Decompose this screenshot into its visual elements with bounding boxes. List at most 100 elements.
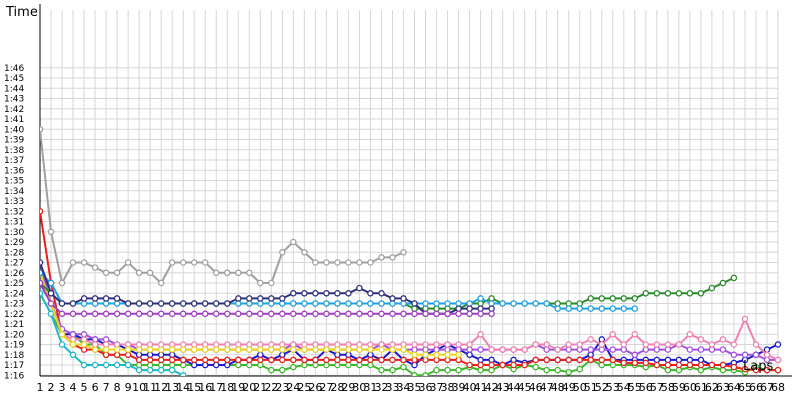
y-tick-label: 1:23 bbox=[4, 300, 24, 310]
data-point bbox=[47, 300, 55, 307]
data-point bbox=[400, 363, 407, 371]
data-point bbox=[268, 346, 275, 353]
data-point bbox=[565, 356, 572, 364]
data-point bbox=[444, 351, 451, 359]
y-tick-label: 1:40 bbox=[4, 125, 24, 135]
y-tick-label: 1:18 bbox=[4, 351, 24, 361]
data-point bbox=[257, 295, 264, 302]
data-point bbox=[212, 300, 220, 307]
data-point bbox=[466, 305, 473, 312]
data-point bbox=[179, 361, 187, 369]
data-point bbox=[58, 341, 66, 348]
data-point bbox=[576, 365, 583, 373]
data-point bbox=[400, 249, 407, 256]
data-point bbox=[378, 341, 385, 348]
data-point bbox=[444, 305, 451, 312]
data-point bbox=[444, 310, 451, 318]
x-tick-label: 50 bbox=[573, 381, 587, 394]
data-point bbox=[587, 295, 594, 302]
data-point bbox=[488, 366, 495, 374]
data-point bbox=[422, 310, 429, 318]
data-point bbox=[124, 361, 132, 369]
data-point bbox=[455, 346, 462, 353]
x-tick-label: 38 bbox=[441, 381, 455, 394]
x-tick-label: 66 bbox=[749, 381, 763, 394]
data-point bbox=[113, 351, 121, 359]
data-point bbox=[367, 351, 374, 359]
data-point bbox=[741, 315, 749, 323]
data-point bbox=[565, 300, 572, 307]
data-point bbox=[124, 300, 132, 307]
data-point bbox=[345, 259, 352, 266]
data-point bbox=[334, 259, 341, 266]
data-point bbox=[40, 126, 44, 133]
data-point bbox=[433, 305, 440, 312]
data-point bbox=[466, 341, 473, 348]
data-point bbox=[334, 300, 341, 307]
data-point bbox=[157, 356, 165, 364]
x-tick-label: 25 bbox=[297, 381, 311, 394]
data-point bbox=[367, 341, 374, 348]
data-point bbox=[190, 310, 198, 318]
data-point bbox=[455, 356, 462, 364]
x-tick-label: 4 bbox=[70, 381, 77, 394]
data-point bbox=[499, 346, 506, 353]
data-point bbox=[135, 341, 143, 348]
data-point bbox=[91, 341, 99, 348]
y-tick-label: 1:35 bbox=[4, 177, 24, 187]
data-point bbox=[80, 259, 88, 266]
data-point bbox=[323, 341, 330, 348]
data-point bbox=[212, 356, 220, 364]
x-tick-label: 36 bbox=[419, 381, 433, 394]
data-point bbox=[411, 310, 418, 318]
x-tick-label: 8 bbox=[114, 381, 121, 394]
y-tick-labels: 1:161:171:181:191:201:211:221:231:241:25… bbox=[4, 64, 24, 382]
data-point bbox=[124, 341, 132, 348]
series-6 bbox=[40, 290, 188, 376]
data-point bbox=[91, 346, 99, 353]
data-point bbox=[113, 300, 121, 307]
x-tick-label: 14 bbox=[176, 381, 190, 394]
data-point bbox=[113, 295, 121, 302]
y-tick-label: 1:30 bbox=[4, 228, 24, 238]
data-point bbox=[102, 346, 110, 353]
data-point bbox=[774, 356, 782, 364]
data-point bbox=[179, 372, 187, 376]
data-point bbox=[345, 300, 352, 307]
data-point bbox=[268, 356, 275, 364]
data-point bbox=[157, 351, 165, 359]
data-point bbox=[91, 295, 99, 302]
data-point bbox=[730, 363, 738, 371]
data-point bbox=[411, 305, 418, 312]
x-tick-label: 20 bbox=[242, 381, 256, 394]
data-point bbox=[543, 300, 550, 307]
data-point bbox=[290, 238, 297, 246]
data-point bbox=[345, 341, 352, 348]
x-tick-label: 6 bbox=[92, 381, 99, 394]
y-tick-label: 1:37 bbox=[4, 156, 24, 166]
data-point bbox=[279, 351, 286, 359]
data-point bbox=[246, 300, 253, 307]
y-tick-label: 1:32 bbox=[4, 207, 24, 217]
data-point bbox=[224, 346, 231, 353]
data-point bbox=[257, 300, 264, 307]
data-point bbox=[257, 361, 264, 369]
data-point bbox=[124, 259, 132, 266]
data-point bbox=[279, 249, 286, 256]
data-point bbox=[367, 346, 374, 353]
data-point bbox=[345, 356, 352, 364]
data-point bbox=[102, 336, 110, 343]
data-point bbox=[389, 346, 396, 353]
data-point bbox=[301, 310, 308, 318]
data-point bbox=[488, 346, 495, 353]
data-point bbox=[157, 361, 165, 369]
data-point bbox=[69, 310, 77, 318]
grid-lines bbox=[39, 10, 779, 376]
data-point bbox=[367, 290, 374, 297]
data-point bbox=[543, 366, 550, 374]
data-point bbox=[58, 300, 66, 307]
data-point bbox=[235, 346, 242, 353]
x-tick-label: 63 bbox=[716, 381, 730, 394]
data-point bbox=[290, 363, 297, 371]
data-point bbox=[774, 341, 782, 348]
